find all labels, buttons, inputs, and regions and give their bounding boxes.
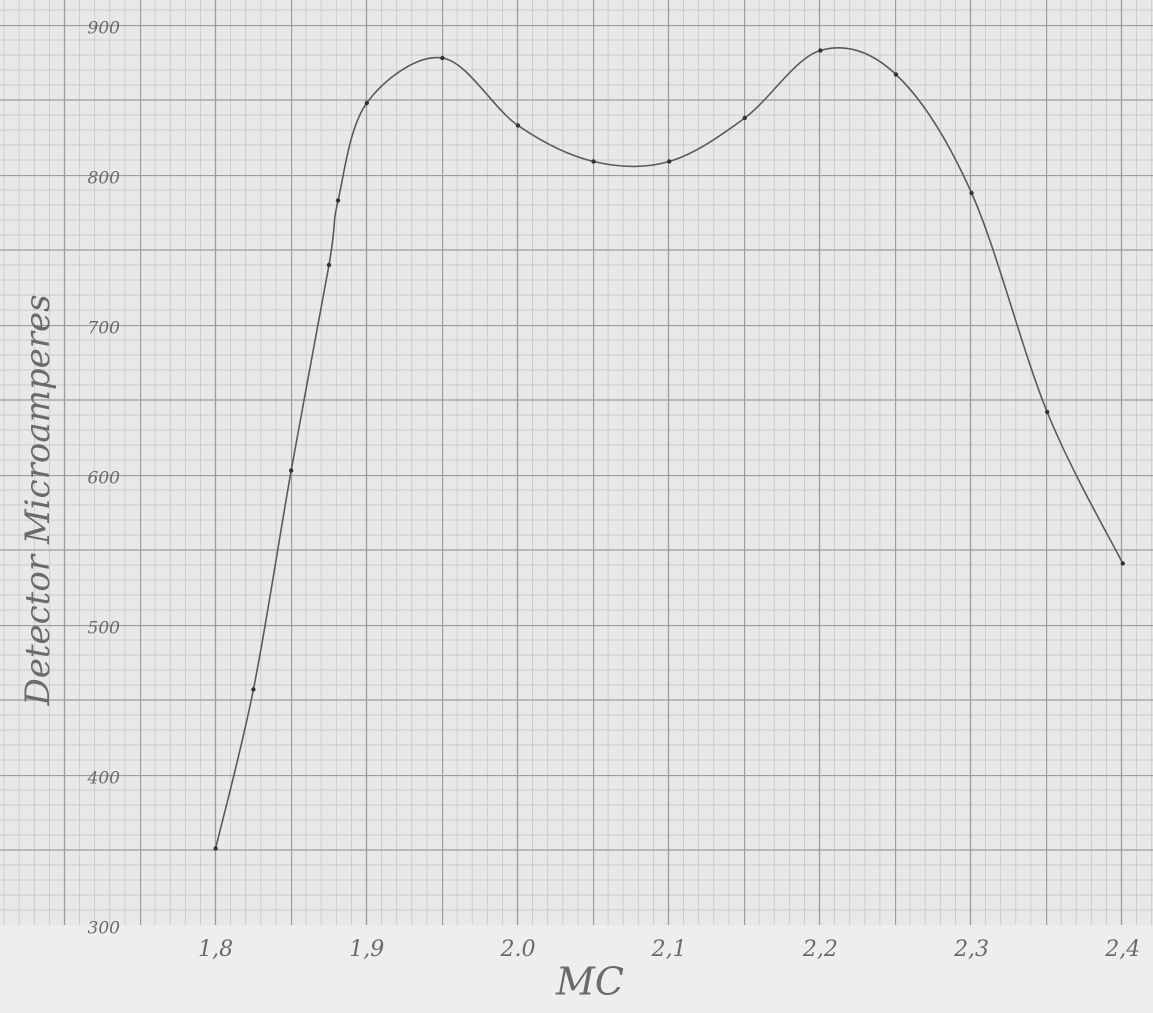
paper-margin xyxy=(0,925,1153,1013)
x-tick-label: 2.0 xyxy=(499,937,535,962)
x-tick-label: 1,8 xyxy=(198,937,233,962)
data-point xyxy=(742,115,747,121)
x-tick-label: 1,9 xyxy=(349,937,384,962)
data-point xyxy=(818,48,823,53)
data-point xyxy=(515,123,521,128)
data-point xyxy=(1044,409,1050,415)
data-point xyxy=(666,159,672,164)
data-point xyxy=(591,159,596,164)
y-axis-label: Detector Microamperes xyxy=(18,294,58,706)
y-tick-label: 500 xyxy=(88,619,121,639)
data-point xyxy=(251,687,256,692)
graph-paper xyxy=(0,0,1153,925)
y-tick-label: 800 xyxy=(88,169,121,189)
x-tick-label: 2,1 xyxy=(651,937,687,962)
data-point xyxy=(288,468,294,473)
data-point xyxy=(364,100,369,106)
data-point xyxy=(1120,561,1125,566)
x-tick-label: 2,4 xyxy=(1104,937,1140,962)
data-point xyxy=(893,72,899,77)
data-point xyxy=(969,190,974,196)
data-point xyxy=(335,198,341,203)
x-tick-label: 2,3 xyxy=(953,937,989,962)
data-point xyxy=(326,262,332,268)
y-tick-label: 700 xyxy=(88,319,121,339)
y-tick-label: 400 xyxy=(87,769,121,789)
data-point xyxy=(440,55,445,61)
y-tick-label: 900 xyxy=(88,19,121,39)
data-point xyxy=(213,846,218,851)
y-tick-label: 300 xyxy=(88,919,121,939)
x-axis-label: MC xyxy=(555,960,624,1004)
y-tick-label: 600 xyxy=(88,469,121,489)
x-tick-label: 2,2 xyxy=(802,937,838,962)
